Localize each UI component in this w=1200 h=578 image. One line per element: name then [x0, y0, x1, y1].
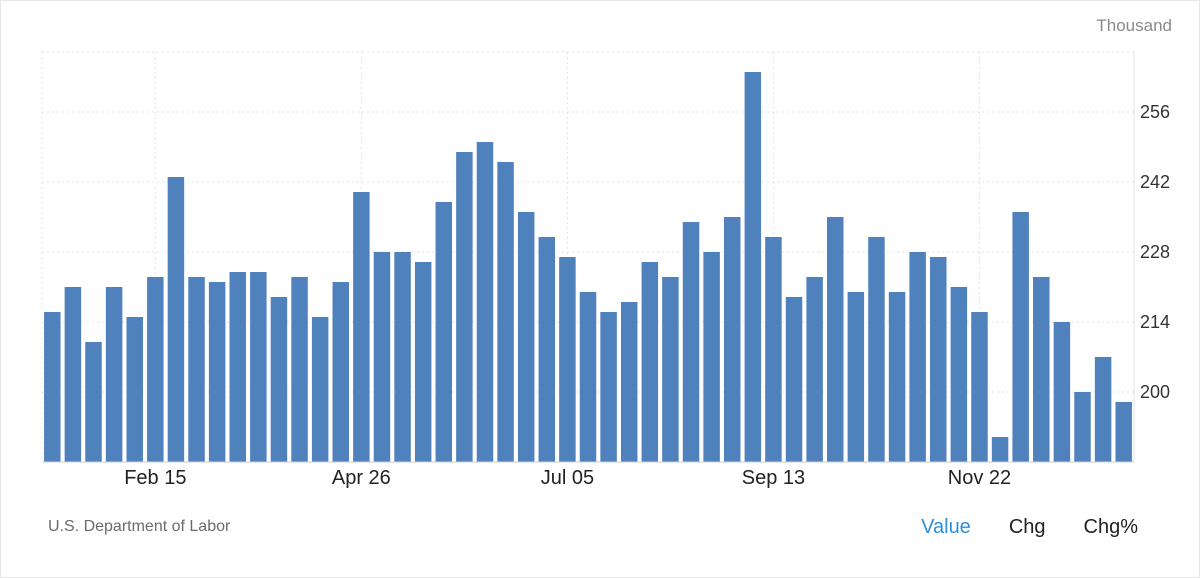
bar — [147, 277, 164, 462]
bar — [497, 162, 514, 462]
x-tick-label: Feb 15 — [124, 467, 186, 489]
unit-label: Thousand — [1096, 16, 1172, 35]
bar — [85, 342, 102, 462]
bar — [888, 292, 906, 462]
bar — [1074, 392, 1091, 462]
bar — [600, 312, 617, 462]
bar — [785, 297, 803, 462]
bar — [1094, 357, 1112, 462]
bar — [744, 72, 762, 462]
metric-tabs: Value Chg Chg% — [921, 516, 1138, 539]
x-tick-label: Sep 13 — [742, 467, 805, 489]
bar — [394, 252, 411, 462]
bar — [435, 202, 453, 462]
bar — [208, 282, 226, 462]
bar — [126, 317, 143, 462]
bar — [229, 272, 246, 462]
bar — [517, 212, 535, 462]
bar — [64, 287, 82, 462]
bar — [765, 237, 782, 462]
x-tick-label: Nov 22 — [948, 467, 1011, 489]
bar — [188, 277, 205, 462]
bar — [559, 257, 576, 462]
bar — [930, 257, 947, 462]
bar — [806, 277, 823, 462]
y-tick-label: 200 — [1140, 382, 1170, 402]
bar — [353, 192, 370, 462]
y-tick-label: 228 — [1140, 242, 1170, 262]
tab-chg[interactable]: Chg — [1008, 516, 1046, 538]
bar — [827, 217, 844, 462]
bar — [311, 317, 329, 462]
y-tick-label: 256 — [1140, 102, 1170, 122]
source-label: U.S. Department of Labor — [48, 518, 231, 535]
bar — [476, 142, 494, 462]
y-tick-label: 214 — [1140, 312, 1170, 332]
bar — [579, 292, 597, 462]
y-tick-label: 242 — [1140, 172, 1170, 192]
bar — [250, 272, 267, 462]
bar — [167, 177, 185, 462]
bar — [662, 277, 679, 462]
bar — [868, 237, 885, 462]
bar — [1053, 322, 1071, 462]
bar — [703, 252, 720, 462]
bar — [950, 287, 968, 462]
bar — [1115, 402, 1132, 462]
x-tick-label: Apr 26 — [332, 467, 391, 489]
bar — [723, 217, 741, 462]
bar — [332, 282, 349, 462]
bar — [847, 292, 865, 462]
x-tick-label: Jul 05 — [541, 467, 594, 489]
bar — [538, 237, 556, 462]
bar — [909, 252, 926, 462]
bar — [682, 222, 700, 462]
bar — [105, 287, 123, 462]
bar — [991, 437, 1009, 462]
bar — [456, 152, 473, 462]
bar — [641, 262, 659, 462]
bar-chart: 200 214 228 242 256 Feb 15 Apr 26 Jul 05 Sep 13 N… — [41, 51, 1170, 489]
bar — [620, 302, 638, 462]
tab-value[interactable]: Value — [921, 516, 971, 538]
bar — [373, 252, 391, 462]
bar — [1012, 212, 1029, 462]
bar — [44, 312, 61, 462]
bar — [291, 277, 308, 462]
bar — [270, 297, 288, 462]
bar — [971, 312, 988, 462]
tab-chg-percent[interactable]: Chg% — [1083, 516, 1138, 538]
bar — [414, 262, 432, 462]
bar — [1033, 277, 1050, 462]
